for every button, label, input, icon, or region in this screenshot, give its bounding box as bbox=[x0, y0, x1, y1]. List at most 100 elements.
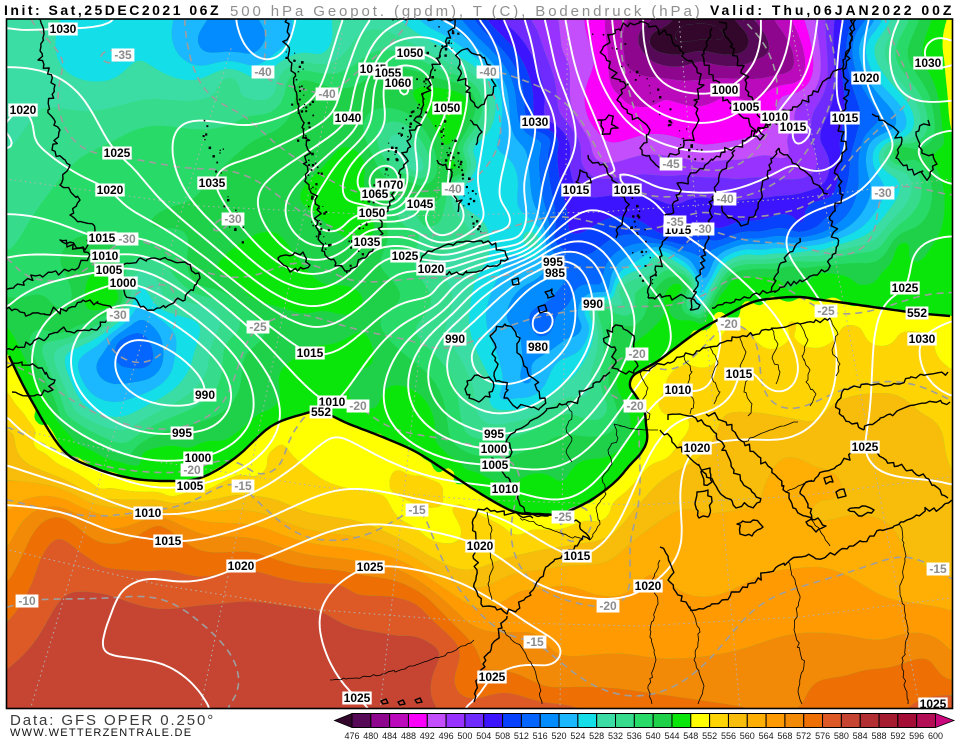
svg-text:Init: Sat,25DEC2021 06Z: Init: Sat,25DEC2021 06Z bbox=[4, 2, 221, 18]
svg-text:564: 564 bbox=[759, 731, 774, 741]
svg-text:1015: 1015 bbox=[726, 367, 753, 381]
svg-text:476: 476 bbox=[344, 731, 359, 741]
svg-text:1050: 1050 bbox=[397, 46, 424, 60]
svg-text:1000: 1000 bbox=[481, 442, 508, 456]
svg-text:588: 588 bbox=[871, 731, 886, 741]
svg-text:-40: -40 bbox=[444, 182, 462, 196]
svg-text:-40: -40 bbox=[479, 65, 497, 79]
svg-text:500 hPa Geopot. (gpdm), T (C),: 500 hPa Geopot. (gpdm), T (C), Bodendruc… bbox=[230, 3, 703, 20]
svg-text:1015: 1015 bbox=[832, 111, 859, 125]
svg-text:1010: 1010 bbox=[492, 482, 519, 496]
svg-text:1020: 1020 bbox=[10, 103, 37, 117]
svg-text:532: 532 bbox=[608, 731, 623, 741]
svg-text:1025: 1025 bbox=[104, 146, 131, 160]
svg-text:-20: -20 bbox=[720, 317, 738, 331]
svg-text:-45: -45 bbox=[662, 157, 680, 171]
svg-text:1030: 1030 bbox=[522, 115, 549, 129]
svg-text:1015: 1015 bbox=[564, 549, 591, 563]
svg-text:1045: 1045 bbox=[407, 197, 434, 211]
svg-text:-20: -20 bbox=[183, 463, 201, 477]
svg-text:544: 544 bbox=[664, 731, 679, 741]
svg-text:1010: 1010 bbox=[92, 249, 119, 263]
svg-text:1000: 1000 bbox=[185, 451, 212, 465]
svg-text:-30: -30 bbox=[874, 186, 892, 200]
svg-text:1050: 1050 bbox=[434, 101, 461, 115]
svg-text:1025: 1025 bbox=[920, 697, 947, 711]
svg-text:584: 584 bbox=[853, 731, 868, 741]
svg-text:-30: -30 bbox=[118, 232, 136, 246]
svg-text:1025: 1025 bbox=[344, 691, 371, 705]
svg-text:1025: 1025 bbox=[357, 560, 384, 574]
svg-text:580: 580 bbox=[834, 731, 849, 741]
svg-text:995: 995 bbox=[484, 427, 504, 441]
svg-text:Data: GFS OPER 0.250°: Data: GFS OPER 0.250° bbox=[10, 712, 215, 729]
svg-text:1015: 1015 bbox=[563, 183, 590, 197]
svg-text:-15: -15 bbox=[234, 479, 252, 493]
svg-text:-25: -25 bbox=[249, 320, 267, 334]
svg-text:-20: -20 bbox=[626, 399, 644, 413]
svg-text:484: 484 bbox=[382, 731, 397, 741]
svg-text:1025: 1025 bbox=[892, 281, 919, 295]
svg-text:-20: -20 bbox=[628, 347, 646, 361]
svg-text:1005: 1005 bbox=[482, 458, 509, 472]
svg-text:-15: -15 bbox=[408, 503, 426, 517]
svg-text:480: 480 bbox=[363, 731, 378, 741]
svg-text:504: 504 bbox=[476, 731, 491, 741]
svg-text:1025: 1025 bbox=[852, 440, 879, 454]
svg-text:576: 576 bbox=[815, 731, 830, 741]
svg-text:548: 548 bbox=[683, 731, 698, 741]
svg-text:1025: 1025 bbox=[479, 670, 506, 684]
svg-text:552: 552 bbox=[907, 306, 927, 320]
svg-text:1010: 1010 bbox=[665, 383, 692, 397]
svg-text:572: 572 bbox=[796, 731, 811, 741]
svg-text:1000: 1000 bbox=[712, 83, 739, 97]
svg-text:592: 592 bbox=[890, 731, 905, 741]
svg-text:-35: -35 bbox=[666, 215, 684, 229]
svg-text:985: 985 bbox=[545, 266, 565, 280]
svg-text:520: 520 bbox=[551, 731, 566, 741]
svg-text:536: 536 bbox=[627, 731, 642, 741]
svg-text:1060: 1060 bbox=[385, 76, 412, 90]
svg-text:556: 556 bbox=[721, 731, 736, 741]
svg-text:1040: 1040 bbox=[335, 111, 362, 125]
svg-text:512: 512 bbox=[514, 731, 529, 741]
svg-text:1050: 1050 bbox=[359, 206, 386, 220]
svg-text:1000: 1000 bbox=[110, 276, 137, 290]
svg-text:528: 528 bbox=[589, 731, 604, 741]
svg-text:Valid: Thu,06JAN2022 00Z: Valid: Thu,06JAN2022 00Z bbox=[710, 2, 954, 18]
svg-text:-40: -40 bbox=[318, 87, 336, 101]
svg-text:-25: -25 bbox=[817, 304, 835, 318]
svg-text:552: 552 bbox=[311, 405, 331, 419]
svg-text:1015: 1015 bbox=[89, 231, 116, 245]
svg-text:560: 560 bbox=[740, 731, 755, 741]
svg-text:1035: 1035 bbox=[354, 235, 381, 249]
svg-text:1020: 1020 bbox=[228, 559, 255, 573]
svg-text:-30: -30 bbox=[109, 308, 127, 322]
svg-text:-15: -15 bbox=[929, 562, 947, 576]
svg-text:-25: -25 bbox=[554, 510, 572, 524]
svg-text:508: 508 bbox=[495, 731, 510, 741]
svg-text:1010: 1010 bbox=[135, 506, 162, 520]
svg-text:500: 500 bbox=[457, 731, 472, 741]
svg-text:990: 990 bbox=[195, 388, 215, 402]
svg-text:1005: 1005 bbox=[96, 263, 123, 277]
svg-text:1030: 1030 bbox=[909, 332, 936, 346]
svg-text:568: 568 bbox=[777, 731, 792, 741]
svg-text:1030: 1030 bbox=[50, 22, 77, 36]
svg-text:-30: -30 bbox=[224, 212, 242, 226]
svg-text:WWW.WETTERZENTRALE.DE: WWW.WETTERZENTRALE.DE bbox=[10, 727, 192, 739]
svg-text:596: 596 bbox=[909, 731, 924, 741]
svg-text:1020: 1020 bbox=[853, 71, 880, 85]
svg-text:1020: 1020 bbox=[467, 539, 494, 553]
svg-text:980: 980 bbox=[528, 340, 548, 354]
svg-text:1005: 1005 bbox=[733, 100, 760, 114]
svg-text:-15: -15 bbox=[526, 635, 544, 649]
svg-text:-20: -20 bbox=[599, 599, 617, 613]
svg-text:600: 600 bbox=[928, 731, 943, 741]
svg-text:488: 488 bbox=[401, 731, 416, 741]
svg-text:-40: -40 bbox=[716, 192, 734, 206]
svg-text:1015: 1015 bbox=[155, 534, 182, 548]
svg-text:496: 496 bbox=[439, 731, 454, 741]
svg-text:995: 995 bbox=[543, 255, 563, 269]
svg-text:552: 552 bbox=[702, 731, 717, 741]
